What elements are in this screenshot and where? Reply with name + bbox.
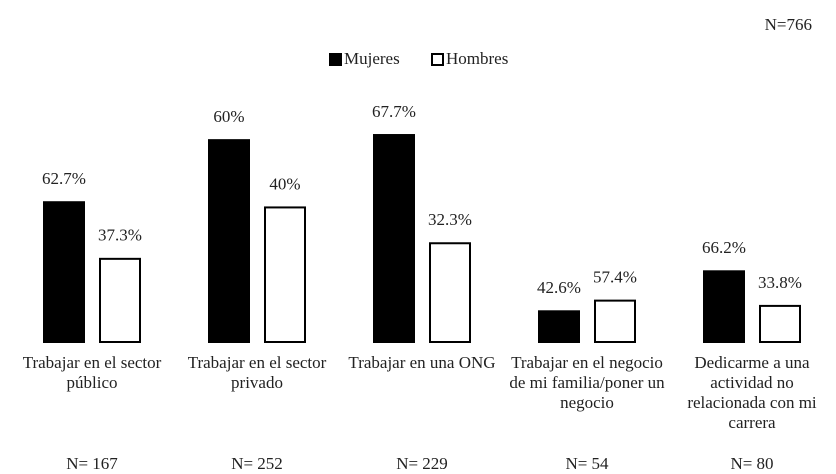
value-label: 60% bbox=[213, 107, 244, 126]
bar bbox=[759, 304, 801, 344]
value-label: 33.8% bbox=[758, 273, 802, 292]
legend-label: Mujeres bbox=[344, 49, 400, 68]
sample-size-label: N= 167 bbox=[66, 454, 118, 473]
sample-size-label: N= 80 bbox=[730, 454, 773, 473]
bar bbox=[594, 299, 636, 343]
legend-label: Hombres bbox=[446, 49, 508, 68]
value-label: 42.6% bbox=[537, 278, 581, 297]
sample-size-label: N= 54 bbox=[565, 454, 609, 473]
bar bbox=[264, 206, 306, 343]
bar bbox=[703, 270, 745, 343]
category-label: Trabajar en el negocio de mi familia/pon… bbox=[509, 353, 665, 412]
value-label: 67.7% bbox=[372, 102, 416, 121]
category-label: Trabajar en el sector público bbox=[22, 353, 162, 392]
bar bbox=[208, 139, 250, 343]
category-label: Trabajar en una ONG bbox=[348, 353, 496, 372]
total-label: N=766 bbox=[765, 15, 812, 34]
value-label: 37.3% bbox=[98, 226, 142, 245]
value-label: 62.7% bbox=[42, 169, 86, 188]
value-label: 57.4% bbox=[593, 268, 637, 287]
value-label: 32.3% bbox=[428, 210, 472, 229]
bar bbox=[538, 310, 580, 344]
value-label: 40% bbox=[269, 174, 300, 193]
sample-size-label: N= 252 bbox=[231, 454, 283, 473]
category-label: Dedicarme a una actividad no relacionada… bbox=[687, 353, 817, 432]
bar bbox=[429, 242, 471, 343]
bar bbox=[43, 201, 85, 343]
sample-size-label: N= 229 bbox=[396, 454, 448, 473]
legend-swatch bbox=[431, 53, 444, 66]
category-label: Trabajar en el sector privado bbox=[187, 353, 327, 392]
bar bbox=[99, 257, 141, 344]
value-label: 66.2% bbox=[702, 238, 746, 257]
legend-swatch bbox=[329, 53, 342, 66]
bar bbox=[373, 134, 415, 343]
